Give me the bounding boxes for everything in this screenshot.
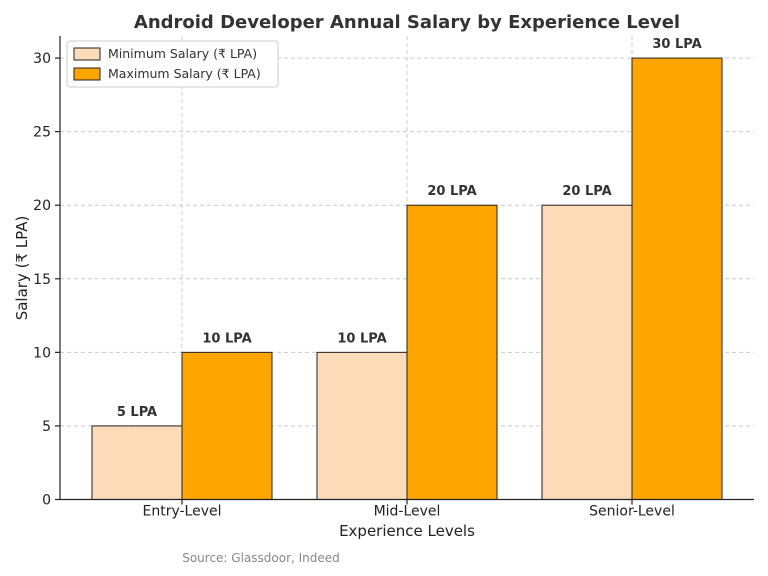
chart-title: Android Developer Annual Salary by Exper…: [134, 12, 680, 33]
y-tick-label: 5: [42, 419, 51, 435]
bar-maximum-senior-level: [631, 57, 723, 500]
legend-box: [66, 40, 279, 88]
y-tick-label: 0: [42, 493, 51, 509]
bars: [91, 57, 723, 500]
y-tick-label: 15: [33, 272, 51, 288]
bar-minimum-mid-level: [316, 351, 408, 500]
bar-maximum-entry-level: [181, 351, 273, 500]
data-label-maximum-entry-level: 10 LPA: [202, 331, 251, 346]
legend: Minimum Salary (₹ LPA) Maximum Salary (₹…: [66, 40, 279, 88]
legend-label-maximum: Maximum Salary (₹ LPA): [108, 66, 261, 81]
bar-maximum-mid-level: [406, 204, 498, 500]
data-label-maximum-senior-level: 30 LPA: [652, 37, 701, 52]
x-ticks: Entry-Level Mid-Level Senior-Level: [142, 499, 675, 520]
y-tick-label: 25: [33, 125, 51, 141]
data-label-minimum-senior-level: 20 LPA: [562, 184, 611, 199]
legend-swatch-maximum: [73, 67, 101, 81]
y-tick-label: 10: [33, 345, 51, 361]
legend-swatch-minimum: [73, 47, 101, 61]
data-label-maximum-mid-level: 20 LPA: [427, 184, 476, 199]
x-tick-label: Senior-Level: [589, 504, 675, 520]
y-ticks: 0 5 10 15 20 25 30: [33, 51, 60, 509]
source-note: Source: Glassdoor, Indeed: [182, 551, 340, 565]
bar-minimum-entry-level: [91, 425, 183, 500]
legend-label-minimum: Minimum Salary (₹ LPA): [108, 46, 257, 61]
data-labels: 5 LPA 10 LPA 10 LPA 20 LPA 20 LPA 30 LPA: [117, 37, 702, 420]
data-label-minimum-mid-level: 10 LPA: [337, 331, 386, 346]
x-tick-label: Mid-Level: [374, 504, 441, 520]
data-label-minimum-entry-level: 5 LPA: [117, 405, 157, 420]
y-tick-label: 30: [33, 51, 51, 67]
y-tick-label: 20: [33, 198, 51, 214]
y-axis-label: Salary (₹ LPA): [13, 216, 31, 321]
x-tick-label: Entry-Level: [142, 504, 221, 520]
x-axis-label: Experience Levels: [339, 522, 475, 540]
bar-minimum-senior-level: [541, 204, 633, 500]
